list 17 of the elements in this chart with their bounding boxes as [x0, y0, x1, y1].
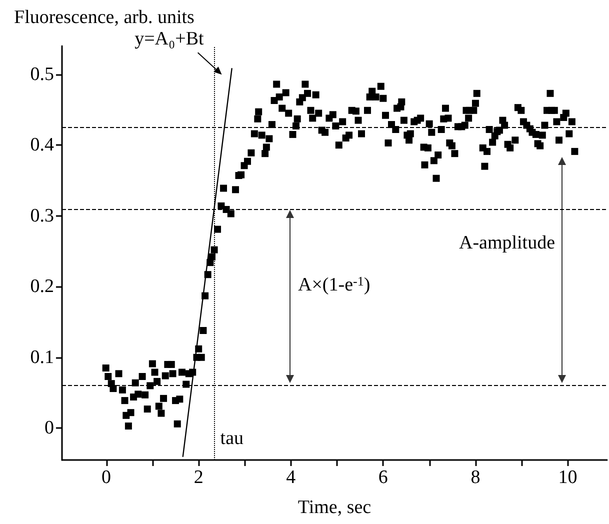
- y-tick-label: 0.5: [30, 64, 54, 85]
- x-axis-title: Time, sec: [298, 497, 372, 518]
- x-tick-label: 6: [378, 467, 388, 488]
- x-tick-label: 10: [558, 467, 578, 488]
- series-label: y=A₀+Bt: [134, 28, 205, 50]
- x-tick-label: 0: [102, 467, 112, 488]
- y-tick-label: 0: [44, 418, 54, 439]
- y-tick-label: 0.3: [30, 205, 54, 226]
- x-tick-label: 4: [286, 467, 296, 488]
- y-tick-label: 0.2: [30, 276, 54, 298]
- ref-line-label: tau: [220, 428, 244, 449]
- x-tick-label: 8: [470, 467, 480, 488]
- x-tick-label: 2: [194, 467, 204, 488]
- annotation: A-amplitude: [458, 232, 555, 254]
- y-axis-title: Fluorescence, arb. units: [14, 7, 194, 28]
- y-tick-label: 0.1: [30, 346, 54, 368]
- y-tick-label: 0.4: [30, 134, 54, 156]
